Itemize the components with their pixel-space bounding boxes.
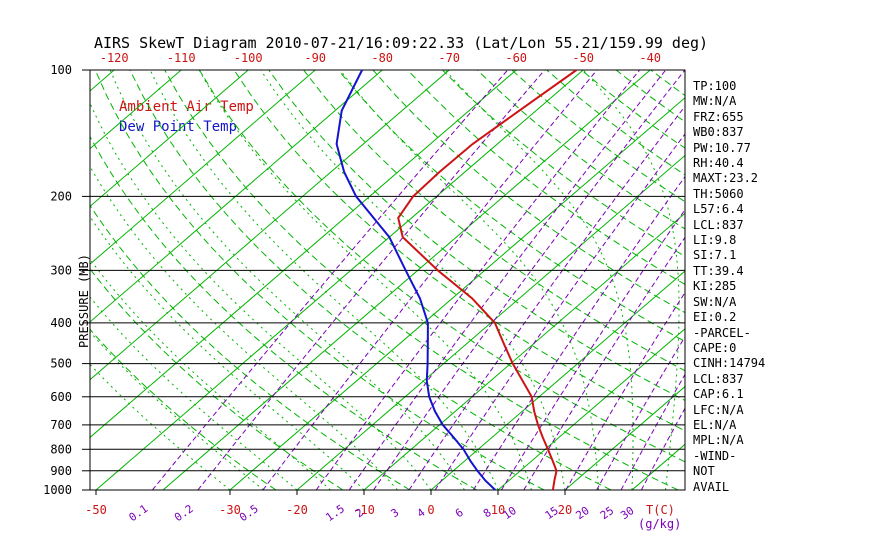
- pressure-tick-label: 700: [50, 418, 72, 432]
- top-temp-label: -60: [505, 51, 527, 65]
- stat-line: SI:7.1: [693, 248, 737, 263]
- mixing-ratio-label: 10: [501, 504, 519, 522]
- mixing-ratio-label: 0.1: [127, 502, 151, 524]
- stat-line: KI:285: [693, 279, 737, 294]
- top-temp-label: -120: [100, 51, 129, 65]
- pressure-tick-label: 900: [50, 464, 72, 478]
- ambient-temp-curve: [397, 69, 578, 491]
- bottom-temp-label: 10: [491, 503, 505, 517]
- stat-line: TT:39.4: [693, 263, 744, 278]
- stat-line: EL:N/A: [693, 417, 737, 432]
- pressure-tick-label: 600: [50, 390, 72, 404]
- mixing-ratio-label: 15: [543, 504, 561, 522]
- stat-line: PW:10.77: [693, 140, 751, 155]
- bottom-temp-label: 0: [427, 503, 434, 517]
- top-temp-label: -110: [167, 51, 196, 65]
- top-temp-label: -100: [234, 51, 263, 65]
- bottom-temp-label: -10: [353, 503, 375, 517]
- stat-line: TP:100: [693, 79, 737, 93]
- stat-line: LCL:837: [693, 371, 744, 386]
- stat-line: CINH:14794: [693, 356, 766, 371]
- stat-line: MPL:N/A: [693, 433, 744, 448]
- chart-title: AIRS SkewT Diagram 2010-07-21/16:09:22.3…: [93, 34, 709, 52]
- stat-line: CAP:6.1: [693, 387, 744, 402]
- top-temp-label: -90: [304, 51, 326, 65]
- top-temp-label: -40: [639, 51, 661, 65]
- stat-line: RH:40.4: [693, 156, 744, 171]
- stat-line: LCL:837: [693, 217, 744, 232]
- top-temp-label: -70: [438, 51, 460, 65]
- plot-lines: [90, 70, 685, 490]
- mixing-ratio-label: 30: [618, 504, 636, 522]
- moist-adiabats: [90, 70, 680, 490]
- stat-line: AVAIL: [693, 479, 730, 494]
- mixing-ratio-label: 6: [453, 506, 466, 520]
- stat-line: SW:N/A: [693, 294, 737, 309]
- stat-line: -WIND-: [693, 448, 737, 463]
- mixing-ratio-label: 3: [389, 506, 402, 520]
- stat-line: LI:9.8: [693, 233, 737, 248]
- bottom-temp-label: -20: [286, 503, 308, 517]
- bottom-temp-label: -50: [85, 503, 107, 517]
- pressure-tick-label: 300: [50, 263, 72, 277]
- stat-line: MAXT:23.2: [693, 171, 759, 186]
- legend-dew-point-temp: Dew Point Temp: [119, 119, 238, 135]
- pressure-grid: [82, 69, 685, 495]
- mixing-ratio-label: 20: [573, 504, 591, 522]
- dewpoint-curve: [335, 69, 496, 491]
- dry-adiabats: [90, 70, 685, 490]
- stat-line: LFC:N/A: [693, 402, 744, 417]
- stat-line: CAPE:0: [693, 340, 737, 355]
- isotherms: [90, 70, 685, 490]
- bottom-temp-label: -30: [219, 503, 241, 517]
- pressure-tick-label: 400: [50, 316, 72, 330]
- mixing-ratio-lines: [152, 70, 685, 490]
- mixing-ratio-label: 25: [598, 504, 616, 522]
- mixing-unit-label: (g/kg): [638, 517, 681, 531]
- temp-unit-label: T(C): [646, 503, 675, 517]
- stat-line: FRZ:655: [693, 109, 744, 124]
- pressure-tick-label: 1000: [43, 483, 72, 497]
- pressure-tick-label: 500: [50, 357, 72, 371]
- top-temp-label: -50: [572, 51, 594, 65]
- mixing-ratio-label: 0.2: [172, 502, 196, 524]
- mixing-ratio-label: 1.5: [323, 502, 347, 524]
- stat-line: TH:5060: [693, 186, 744, 201]
- pressure-tick-label: 200: [50, 189, 72, 203]
- stat-line: EI:0.2: [693, 310, 737, 325]
- stat-line: L57:6.4: [693, 202, 744, 217]
- top-temp-label: -80: [371, 51, 393, 65]
- pressure-tick-label: 100: [50, 63, 72, 77]
- mixing-ratio-label: 4: [415, 506, 428, 521]
- plot-frame: [89, 69, 686, 491]
- stat-line: MW:N/A: [693, 94, 737, 109]
- stats-panel: TP:100 MW:N/A FRZ:655 WB0:837 PW:10.77 RH:40.…: [693, 79, 765, 495]
- stat-line: -PARCEL-: [693, 325, 751, 340]
- stat-line: WB0:837: [693, 125, 744, 140]
- stat-line: NOT: [693, 464, 715, 479]
- pressure-tick-label: 800: [50, 442, 72, 456]
- bottom-temp-label: 20: [558, 503, 572, 517]
